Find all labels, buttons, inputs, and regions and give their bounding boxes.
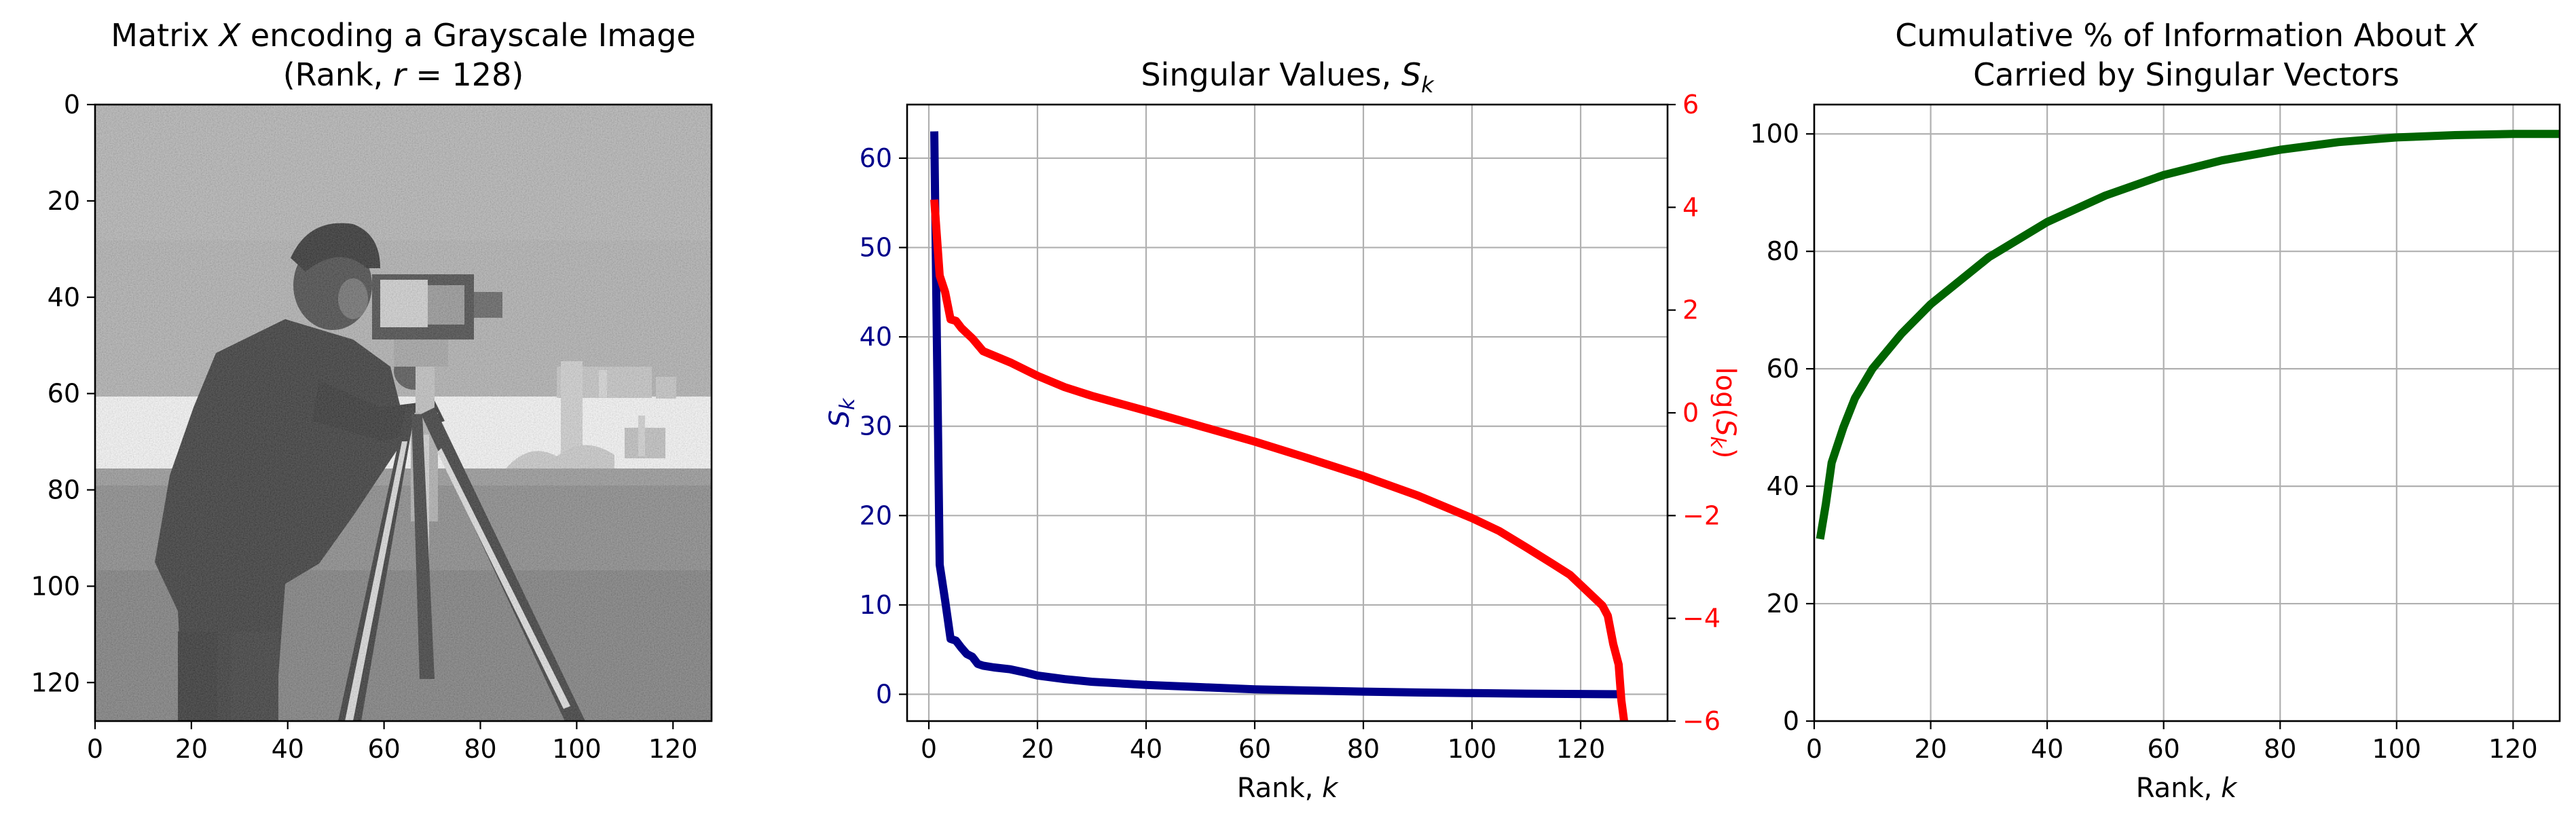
log-singular-values-ylabel: log(Sk) xyxy=(1706,367,1741,459)
x-tick-label: 20 xyxy=(1914,734,1947,764)
y2-tick-label: 2 xyxy=(1682,295,1699,325)
y-tick-label: 60 xyxy=(860,143,892,173)
singular-values-title: Singular Values, Sk xyxy=(1141,56,1435,98)
cumulative-xlabel: Rank, k xyxy=(2136,773,2238,804)
x-tick-label: 0 xyxy=(921,734,937,764)
singular-values-panel: Singular Values, Sk 0 20 40 60 80 100 12001020… xyxy=(824,56,1741,804)
grayscale-image xyxy=(95,105,712,721)
cumulative-title-line1: Cumulative % of Information About X xyxy=(1895,17,2478,54)
y-tick-label: 60 xyxy=(48,379,80,409)
image-title-line1: Matrix X encoding a Grayscale Image xyxy=(111,17,695,54)
singular-values-frame xyxy=(906,103,1669,722)
x-tick-label: 0 xyxy=(1806,734,1822,764)
singular-values-ylabel: Sk xyxy=(824,397,860,427)
image-title-line2: (Rank, r = 128) xyxy=(283,56,524,93)
y2-tick-label: 6 xyxy=(1682,90,1699,120)
x-tick-label: 100 xyxy=(2372,734,2422,764)
x-tick-label: 20 xyxy=(1021,734,1054,764)
y2-tick-label: −2 xyxy=(1682,500,1721,530)
y-tick-label: 50 xyxy=(860,233,892,263)
y2-tick-label: 4 xyxy=(1682,192,1699,222)
y-tick-label: 120 xyxy=(31,667,80,697)
y2-tick-label: −6 xyxy=(1682,706,1721,736)
y-tick-label: 80 xyxy=(1767,236,1799,266)
singular-values-ticks: 0 20 40 60 80 100 120 0 10 20 30 40 50 60 −6 −4 −2 0 2 4 6 xyxy=(860,90,1721,764)
cumulative-frame xyxy=(1813,103,2561,722)
cumulative-series-line xyxy=(1816,130,2560,540)
y2-tick-label: −4 xyxy=(1682,604,1721,633)
y-tick-label: 10 xyxy=(860,590,892,620)
x-tick-label: 0 xyxy=(87,734,103,764)
image-frame xyxy=(94,103,713,722)
x-tick-label: 120 xyxy=(2488,734,2538,764)
singular-values-grid xyxy=(907,105,1668,721)
y-tick-label: 80 xyxy=(48,475,80,505)
x-tick-label: 40 xyxy=(272,734,304,764)
x-tick-label: 40 xyxy=(1130,734,1162,764)
y-tick-label: 40 xyxy=(48,282,80,312)
x-tick-label: 60 xyxy=(367,734,400,764)
cumulative-title-line2: Carried by Singular Vectors xyxy=(1973,56,2399,93)
y-tick-label: 40 xyxy=(1767,471,1799,501)
y-tick-label: 30 xyxy=(860,411,892,441)
y-tick-label: 20 xyxy=(860,500,892,530)
singular-values-series-line xyxy=(930,131,1625,699)
x-tick-label: 100 xyxy=(552,734,602,764)
y-tick-label: 100 xyxy=(1750,119,1799,149)
image-panel: Matrix X encoding a Grayscale Image (Ran… xyxy=(31,17,713,764)
x-tick-label: 60 xyxy=(1238,734,1271,764)
cumulative-grid xyxy=(1813,105,2560,722)
x-tick-label: 80 xyxy=(464,734,496,764)
log-singular-values-series-line xyxy=(930,199,1628,721)
singular-values-xlabel: Rank, k xyxy=(1237,773,1339,804)
y-tick-label: 0 xyxy=(64,90,80,120)
y-tick-label: 100 xyxy=(31,571,80,601)
cumulative-panel: Cumulative % of Information About X Carr… xyxy=(1750,17,2561,804)
x-tick-label: 80 xyxy=(1347,734,1380,764)
y-tick-label: 0 xyxy=(876,680,892,710)
x-tick-label: 120 xyxy=(1556,734,1606,764)
cumulative-ticks: 0 20 40 60 80 100 120 0 20 40 60 80 100 xyxy=(1750,119,2537,764)
y-tick-label: 40 xyxy=(860,322,892,352)
y-tick-label: 20 xyxy=(48,186,80,216)
x-tick-label: 80 xyxy=(2264,734,2296,764)
x-tick-label: 120 xyxy=(648,734,698,764)
x-tick-label: 100 xyxy=(1448,734,1497,764)
image-axis-ticks: 0 20 40 60 80 100 120 0 20 40 60 80 100 120 xyxy=(31,90,697,764)
x-tick-label: 40 xyxy=(2031,734,2063,764)
y-tick-label: 60 xyxy=(1767,354,1799,384)
x-tick-label: 20 xyxy=(175,734,208,764)
y-tick-label: 0 xyxy=(1783,706,1799,736)
y-tick-label: 20 xyxy=(1767,589,1799,619)
x-tick-label: 60 xyxy=(2148,734,2180,764)
y2-tick-label: 0 xyxy=(1682,398,1699,428)
